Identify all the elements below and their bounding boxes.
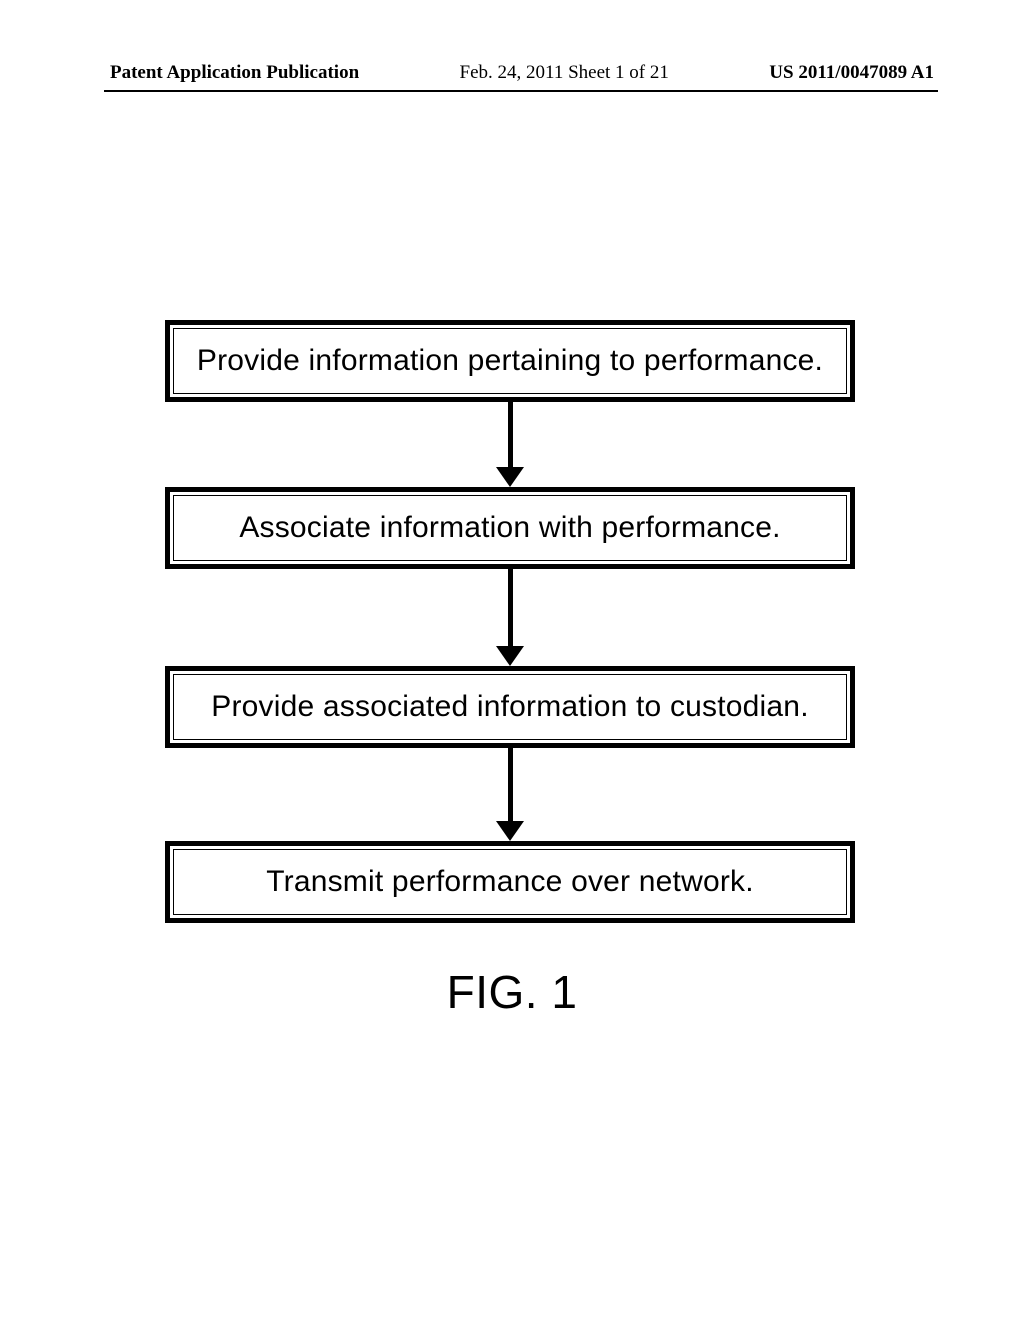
header-mid: Feb. 24, 2011 Sheet 1 of 21: [460, 62, 669, 84]
flow-step-label: Provide associated information to custod…: [201, 690, 818, 724]
arrow-shaft: [508, 748, 513, 822]
flowchart: Provide information pertaining to perfor…: [150, 320, 870, 923]
flow-arrow-3: [496, 748, 524, 841]
arrow-shaft: [508, 402, 513, 468]
page-header: Patent Application Publication Feb. 24, …: [110, 62, 934, 84]
flow-step-4: Transmit performance over network.: [165, 841, 855, 923]
figure-caption: FIG. 1: [0, 965, 1024, 1019]
arrow-head-icon: [496, 467, 524, 487]
flow-step-1: Provide information pertaining to perfor…: [165, 320, 855, 402]
header-rule: [104, 90, 938, 92]
flow-arrow-1: [496, 402, 524, 487]
arrow-head-icon: [496, 821, 524, 841]
flow-step-3: Provide associated information to custod…: [165, 666, 855, 748]
arrow-shaft: [508, 569, 513, 647]
header-left: Patent Application Publication: [110, 62, 359, 84]
arrow-head-icon: [496, 646, 524, 666]
flow-step-label: Associate information with performance.: [229, 511, 790, 545]
flow-step-label: Transmit performance over network.: [256, 865, 764, 899]
header-right: US 2011/0047089 A1: [769, 62, 934, 84]
flow-arrow-2: [496, 569, 524, 666]
flow-step-label: Provide information pertaining to perfor…: [187, 344, 833, 378]
flow-step-2: Associate information with performance.: [165, 487, 855, 569]
